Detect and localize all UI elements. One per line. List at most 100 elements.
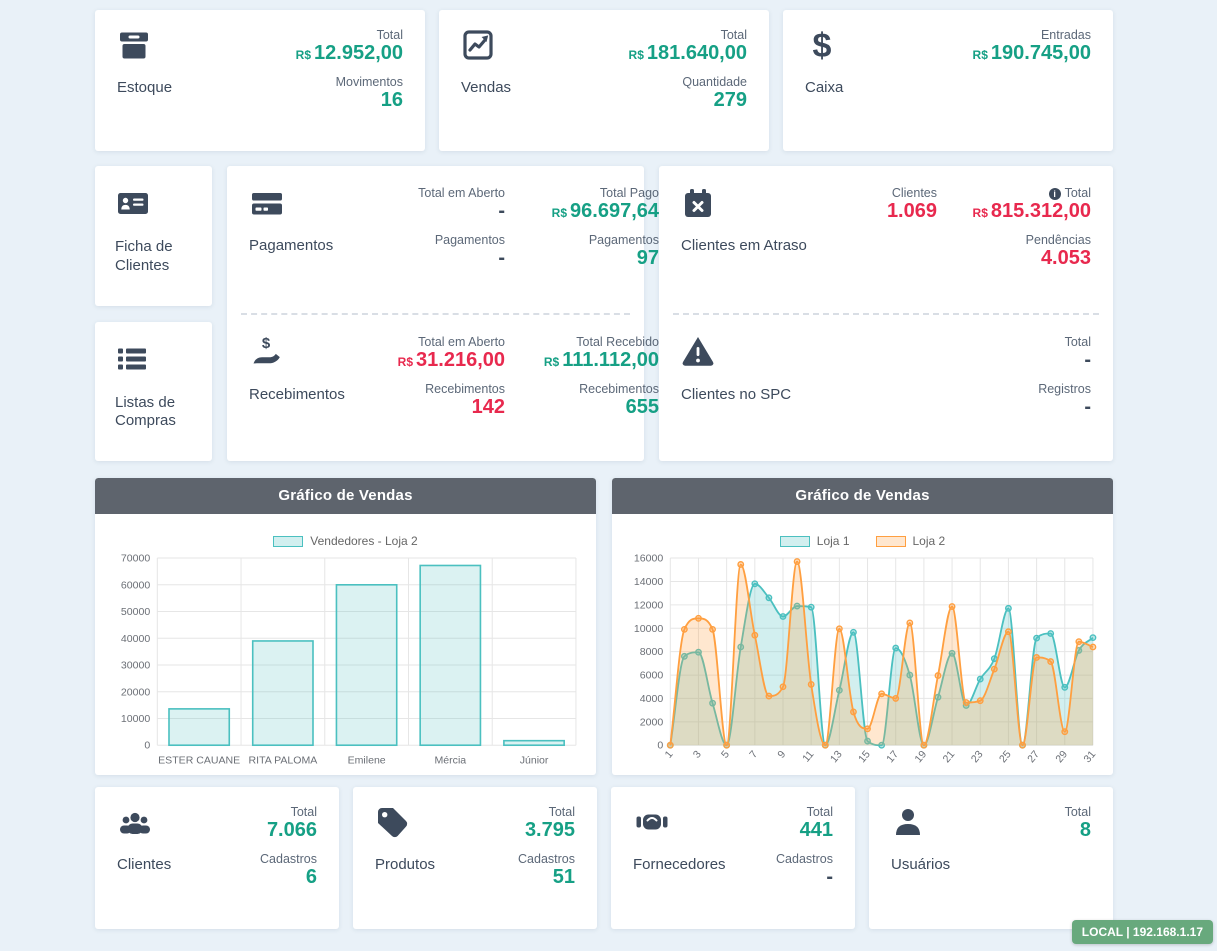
svg-text:40000: 40000 <box>121 633 150 645</box>
svg-text:Júnior: Júnior <box>520 754 549 766</box>
stat-quantidade: Quantidade 279 <box>682 75 747 111</box>
stat-registros-spc: Registros - <box>1038 381 1091 418</box>
svg-text:Mércia: Mércia <box>435 754 467 766</box>
svg-text:13: 13 <box>828 748 845 765</box>
card-listas-compras[interactable]: Listas de Compras <box>95 321 212 461</box>
svg-text:15: 15 <box>856 748 873 765</box>
card-title: Clientes em Atraso <box>681 237 807 254</box>
section-clientes-spc: Clientes no SPC Total - Registros - <box>659 315 1113 462</box>
chart-legend[interactable]: Vendedores - Loja 2 <box>107 534 584 548</box>
svg-text:8000: 8000 <box>640 646 664 658</box>
stat-total: Total R$ 181.640,00 <box>628 28 747 64</box>
card-clientes-atraso-spc[interactable]: Clientes em Atraso Clientes 1.069 i Total… <box>659 166 1113 461</box>
svg-text:29: 29 <box>1053 748 1070 765</box>
stat-total: Total 441 <box>799 805 833 841</box>
card-fornecedores[interactable]: Fornecedores Total 441 Cadastros - <box>611 787 855 929</box>
svg-text:50000: 50000 <box>121 606 150 618</box>
card-clientes[interactable]: Clientes Total 7.066 Cadastros 6 <box>95 787 339 929</box>
card-title: Listas de Compras <box>115 393 176 430</box>
stat-cadastros: Cadastros 6 <box>260 852 317 888</box>
svg-text:0: 0 <box>657 740 663 752</box>
stat-recebimentos-recebidos: Recebimentos 655 <box>579 381 659 418</box>
stat-total-em-aberto: Total em Aberto R$ 31.216,00 <box>397 334 505 371</box>
dashboard: Estoque Total R$ 12.952,00 Movimentos 16 … <box>95 0 1113 929</box>
svg-text:70000: 70000 <box>121 553 150 565</box>
sales-bar-chart-card: Gráfico de Vendas Vendedores - Loja 2 0 1… <box>95 478 596 775</box>
stat-total-recebido: Total Recebido R$ 111.112,00 <box>543 334 659 371</box>
svg-text:20000: 20000 <box>121 686 150 698</box>
card-caixa[interactable]: $ Caixa Entradas R$ 190.745,00 <box>783 10 1113 151</box>
stat-cadastros: Cadastros 51 <box>518 852 575 888</box>
box-icon <box>117 28 172 66</box>
legend-item[interactable]: Loja 2 <box>875 534 945 548</box>
card-estoque[interactable]: Estoque Total R$ 12.952,00 Movimentos 16 <box>95 10 425 151</box>
svg-text:10000: 10000 <box>634 623 663 635</box>
svg-text:6000: 6000 <box>640 670 664 682</box>
info-icon[interactable]: i <box>1048 188 1061 200</box>
card-produtos[interactable]: Produtos Total 3.795 Cadastros 51 <box>353 787 597 929</box>
legend-item[interactable]: Loja 1 <box>779 534 850 548</box>
stat-pagamentos-aberto: Pagamentos - <box>434 233 505 269</box>
bar-chart: Vendedores - Loja 2 0 10000 20000 30000 4000… <box>95 514 596 771</box>
stat-recebimentos-abertos: Recebimentos 142 <box>425 381 505 418</box>
card-pagamentos-recebimentos[interactable]: Pagamentos Total em Aberto - Pagamentos … <box>227 166 659 462</box>
section-recebimentos: $ Recebimentos Total em Aberto R$ 31.216,… <box>227 315 659 462</box>
handshake-icon <box>633 805 726 843</box>
stat-total-atraso: i Total R$ 815.312,00 <box>972 186 1091 222</box>
stat-total-spc: Total - <box>1064 334 1091 371</box>
svg-text:60000: 60000 <box>121 579 150 591</box>
stat-total: Total R$ 12.952,00 <box>295 28 403 64</box>
stat-pendencias: Pendências 4.053 <box>1025 233 1091 269</box>
id-card-icon <box>115 193 151 224</box>
svg-text:10000: 10000 <box>121 713 150 725</box>
card-title: Caixa <box>805 79 844 96</box>
stat-total-em-aberto: Total em Aberto - <box>418 186 505 222</box>
svg-text:27: 27 <box>1025 748 1042 765</box>
chart-legend[interactable]: Loja 1 Loja 2 <box>624 534 1101 548</box>
stat-total: Total 3.795 <box>524 805 575 841</box>
card-title: Pagamentos <box>249 237 334 254</box>
card-title: Estoque <box>117 79 173 96</box>
svg-text:17: 17 <box>884 748 901 765</box>
credit-card-icon <box>249 186 379 224</box>
svg-text:12000: 12000 <box>634 599 663 611</box>
svg-text:2000: 2000 <box>640 716 664 728</box>
card-title: Fornecedores <box>633 856 726 873</box>
stat-clientes-atraso: Clientes 1.069 <box>886 186 937 222</box>
card-title: Vendas <box>461 79 512 96</box>
svg-text:9: 9 <box>775 748 788 760</box>
bar-chart-canvas: 0 10000 20000 30000 40000 50000 60000 70000 ESTE… <box>121 553 577 766</box>
section-pagamentos: Pagamentos Total em Aberto - Pagamentos … <box>227 166 659 313</box>
warning-triangle-icon <box>681 335 811 373</box>
connection-status-badge: LOCAL | 192.168.1.17 <box>1071 920 1213 944</box>
stat-pagamentos-pagos: Pagamentos 97 <box>588 233 659 269</box>
svg-text:3: 3 <box>691 748 704 760</box>
svg-text:ESTER CAUANE: ESTER CAUANE <box>158 754 240 766</box>
svg-text:30000: 30000 <box>121 660 150 672</box>
svg-text:5: 5 <box>719 748 732 760</box>
line-chart: Loja 1 Loja 2 0 2000 4000 6000 8000 10000 12000… <box>612 514 1113 775</box>
svg-text:$: $ <box>813 28 832 62</box>
svg-text:31: 31 <box>1082 748 1099 765</box>
legend-item[interactable]: Vendedores - Loja 2 <box>273 534 418 548</box>
svg-text:21: 21 <box>941 748 958 765</box>
card-ficha-clientes[interactable]: Ficha de Clientes <box>95 166 212 306</box>
stat-entradas: Entradas R$ 190.745,00 <box>972 28 1091 64</box>
hand-holding-dollar-icon: $ <box>249 335 379 373</box>
card-title: Recebimentos <box>249 385 345 403</box>
svg-text:4000: 4000 <box>640 693 664 705</box>
svg-text:11: 11 <box>800 748 816 764</box>
stat-movimentos: Movimentos 16 <box>335 75 403 111</box>
chart-title: Gráfico de Vendas <box>95 478 596 514</box>
dashed-divider <box>673 312 1099 315</box>
svg-text:1: 1 <box>663 748 676 760</box>
svg-text:14000: 14000 <box>634 576 663 588</box>
stat-total: Total 7.066 <box>266 805 317 841</box>
tag-icon <box>375 805 435 843</box>
dashed-divider <box>241 312 630 315</box>
card-title: Clientes no SPC <box>681 385 792 403</box>
card-usuarios[interactable]: Usuários Total 8 <box>869 787 1113 929</box>
card-title: Usuários <box>891 856 951 873</box>
sales-line-chart-card: Gráfico de Vendas Loja 1 Loja 2 0 2000 4000… <box>612 478 1113 775</box>
card-vendas[interactable]: Vendas Total R$ 181.640,00 Quantidade 279 <box>439 10 769 151</box>
